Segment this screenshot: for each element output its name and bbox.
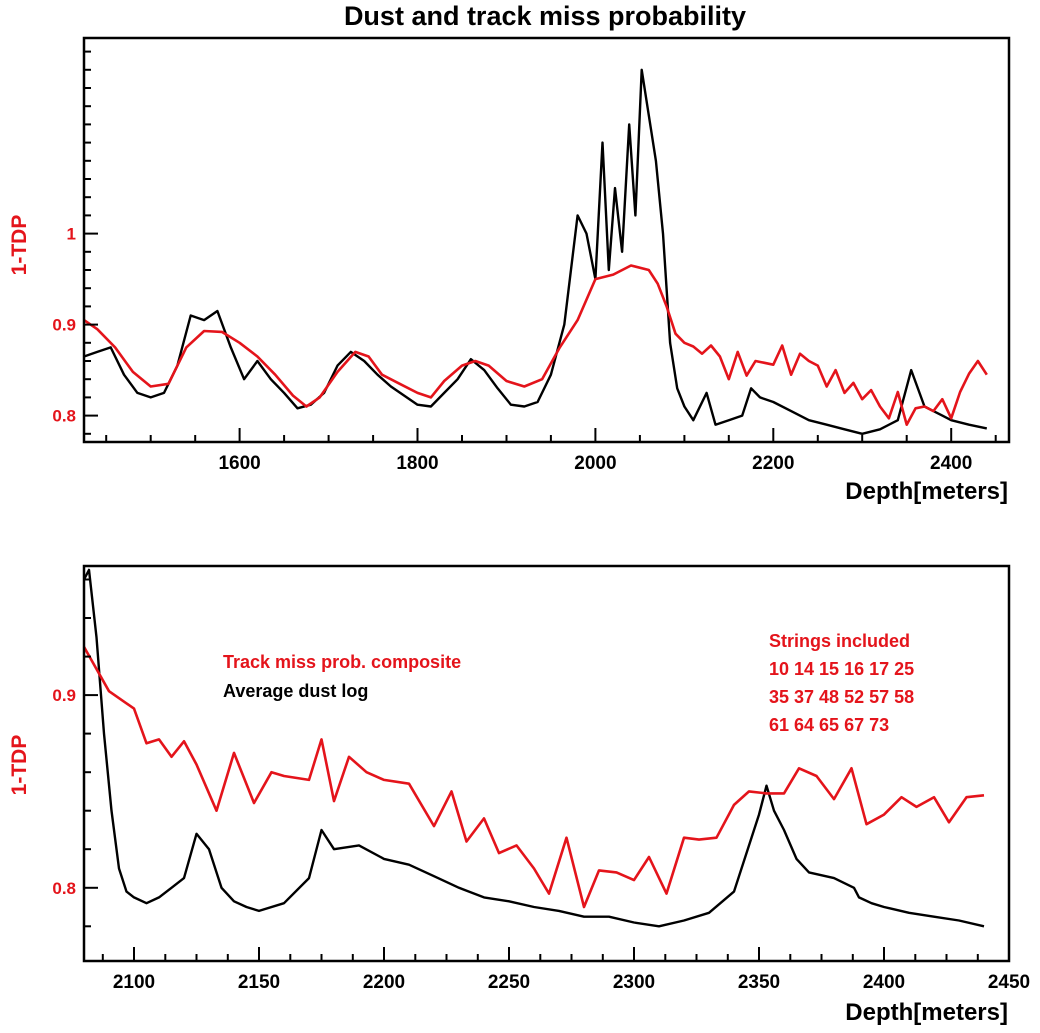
x-tick-label: 2150	[238, 972, 280, 993]
y-tick-label: 1	[67, 225, 76, 244]
legend-track-miss: Track miss prob. composite	[223, 652, 461, 672]
strings-included-line-1: 10 14 15 16 17 25	[769, 659, 914, 679]
plot-top: 1600 1800 2000 2200 2400 0.8 0.9 1 1-TDP Depth[…	[8, 36, 1011, 505]
x-tick-label: 2300	[613, 972, 655, 993]
y-tick-label: 0.8	[52, 879, 76, 898]
y-tick-label: 0.9	[52, 316, 76, 335]
plot-bottom: 2100 2150 2200 2250 2300 2350 2400 2450 0.8 0.9 1…	[8, 564, 1030, 1026]
legend-dust-log: Average dust log	[223, 681, 368, 701]
bottom-track-line	[82, 646, 985, 909]
x-tick-label: 2450	[988, 972, 1030, 993]
x-tick-label: 2400	[863, 972, 905, 993]
bottom-dust-line	[82, 568, 985, 928]
bottom-xlabel: Depth[meters]	[845, 999, 1008, 1026]
x-tick-label: 1800	[396, 453, 438, 474]
top-series-group	[83, 68, 988, 435]
bottom-plot-frame	[82, 564, 1011, 963]
x-tick-label: 2250	[488, 972, 530, 993]
top-dust-line	[83, 68, 988, 435]
x-tick-label: 2400	[930, 453, 972, 474]
top-ylabel: 1-TDP	[8, 215, 31, 276]
chart-title: Dust and track miss probability	[344, 1, 746, 31]
x-tick-label: 1600	[218, 453, 260, 474]
y-tick-label: 0.9	[52, 686, 76, 705]
x-tick-label: 2200	[363, 972, 405, 993]
strings-included-line-2: 35 37 48 52 57 58	[769, 687, 914, 707]
strings-included-title: Strings included	[769, 631, 910, 651]
y-tick-label: 0.8	[52, 407, 76, 426]
bottom-series-group	[82, 568, 985, 928]
x-tick-label: 2350	[738, 972, 780, 993]
x-tick-label: 2100	[113, 972, 155, 993]
top-axis-ticks: 1600 1800 2000 2200 2400 0.8 0.9 1	[52, 50, 997, 474]
bottom-ylabel: 1-TDP	[8, 735, 31, 796]
top-track-line	[83, 264, 988, 427]
x-tick-label: 2000	[574, 453, 616, 474]
strings-included-line-3: 61 64 65 67 73	[769, 715, 889, 735]
x-tick-label: 2200	[752, 453, 794, 474]
top-xlabel: Depth[meters]	[845, 478, 1008, 505]
bottom-axis-ticks: 2100 2150 2200 2250 2300 2350 2400 2450 0.8 0.9	[52, 578, 1030, 993]
top-plot-frame	[82, 36, 1011, 444]
